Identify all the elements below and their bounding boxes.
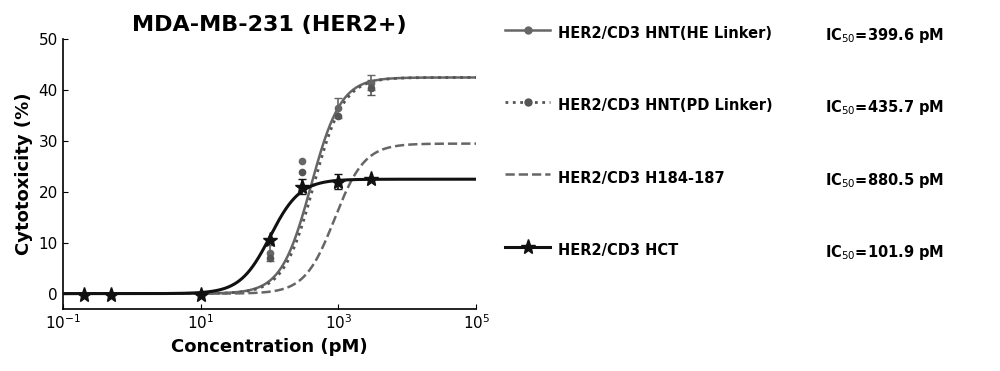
- Text: IC$_{50}$=435.7 pM: IC$_{50}$=435.7 pM: [825, 98, 944, 117]
- Text: IC$_{50}$=101.9 pM: IC$_{50}$=101.9 pM: [825, 243, 944, 262]
- Text: HER2/CD3 HNT(HE Linker): HER2/CD3 HNT(HE Linker): [558, 26, 772, 41]
- Text: IC$_{50}$=880.5 pM: IC$_{50}$=880.5 pM: [825, 171, 944, 190]
- X-axis label: Concentration (pM): Concentration (pM): [171, 338, 368, 356]
- Text: HER2/CD3 HNT(PD Linker): HER2/CD3 HNT(PD Linker): [558, 98, 773, 113]
- Y-axis label: Cytotoxicity (%): Cytotoxicity (%): [15, 93, 33, 255]
- Text: IC$_{50}$=399.6 pM: IC$_{50}$=399.6 pM: [825, 26, 944, 45]
- Text: HER2/CD3 H184-187: HER2/CD3 H184-187: [558, 171, 725, 186]
- Title: MDA-MB-231 (HER2+): MDA-MB-231 (HER2+): [132, 15, 407, 35]
- Text: HER2/CD3 HCT: HER2/CD3 HCT: [558, 243, 678, 258]
